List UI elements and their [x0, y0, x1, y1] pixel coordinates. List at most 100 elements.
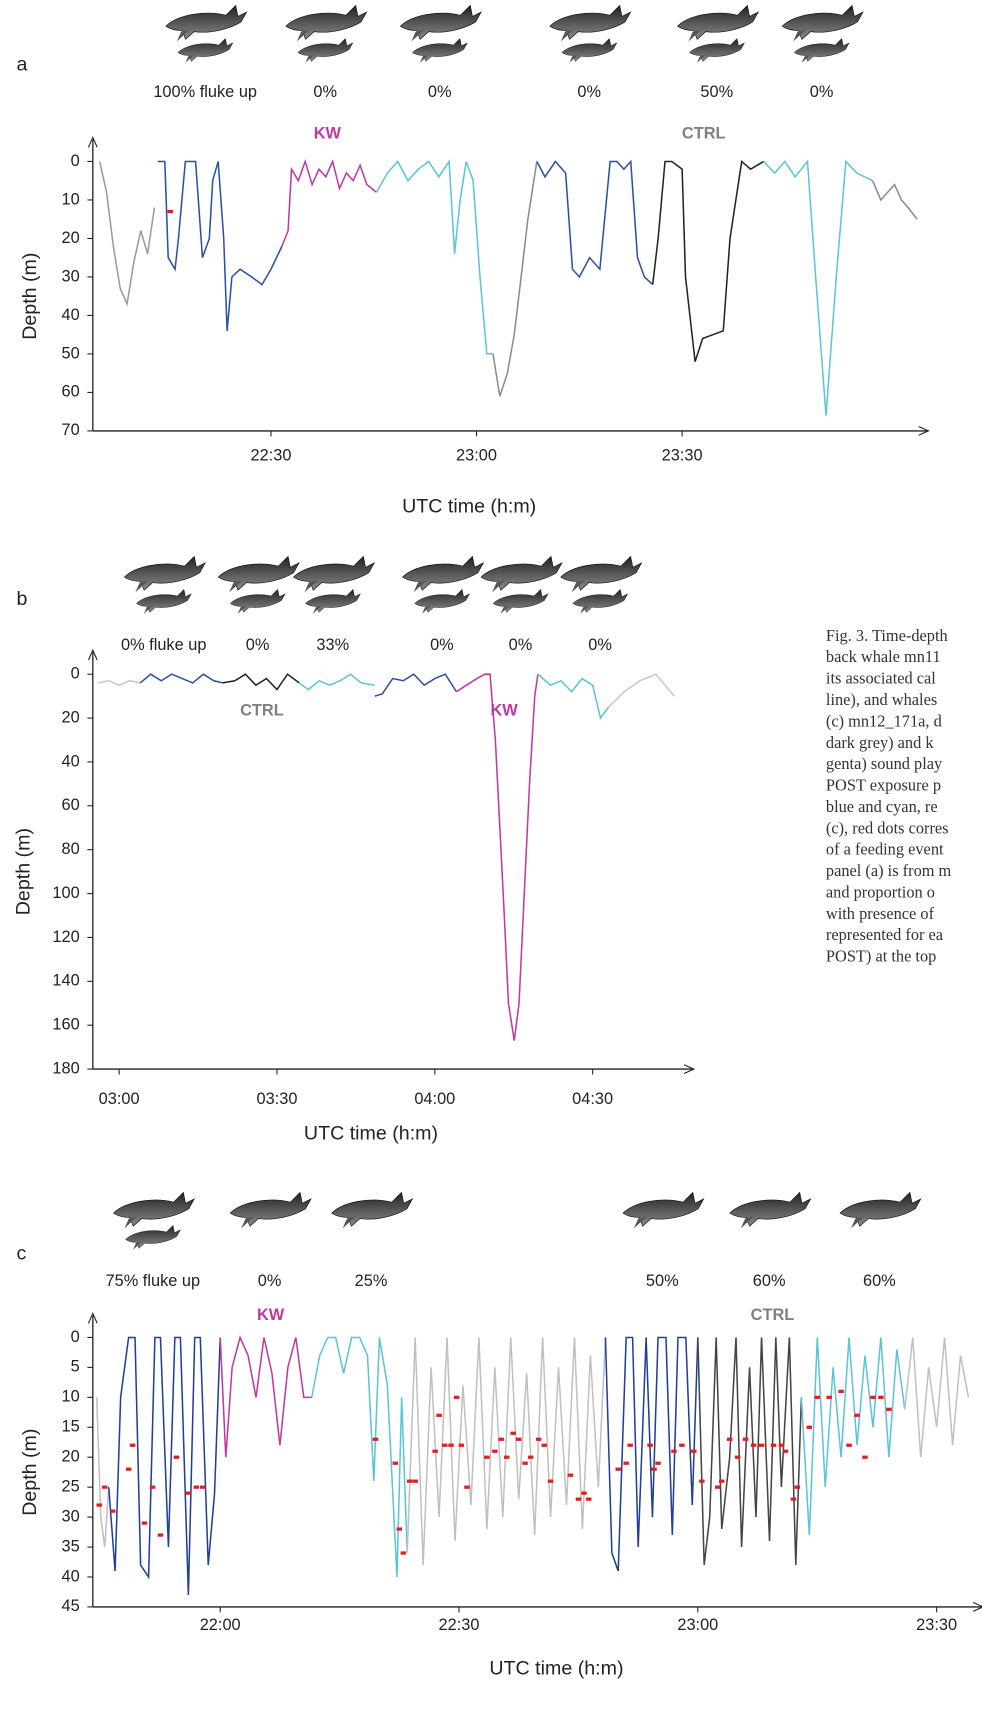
x-tick-label: 23:30	[916, 1616, 957, 1634]
y-tick-label: 10	[62, 1388, 80, 1406]
period-label: 100% fluke up	[153, 83, 257, 101]
feeding-event	[141, 1521, 148, 1525]
feeding-event	[458, 1443, 465, 1447]
panel-letter: b	[16, 588, 27, 610]
feeding-event	[504, 1455, 510, 1459]
depth-trace	[375, 159, 493, 355]
y-axis-label: Depth (m)	[19, 253, 41, 340]
feeding-event	[718, 1479, 725, 1483]
x-axis-label: UTC time (h:m)	[304, 1123, 438, 1145]
feeding-event	[125, 1467, 132, 1471]
x-axis-label: UTC time (h:m)	[402, 495, 536, 517]
x-tick-label: 22:30	[250, 446, 291, 464]
depth-trace	[697, 1337, 803, 1566]
feeding-event	[655, 1461, 661, 1465]
depth-trace	[763, 159, 873, 416]
depth-trace	[95, 1397, 110, 1548]
y-axis-label: Depth (m)	[12, 828, 34, 915]
depth-trace	[311, 1336, 408, 1578]
period-label: 60%	[863, 1272, 896, 1290]
feeding-event	[432, 1449, 438, 1453]
feeding-event	[742, 1437, 749, 1441]
period-label: 33%	[316, 636, 349, 654]
feeding-event	[515, 1437, 522, 1441]
feeding-event	[400, 1551, 407, 1555]
period-label: 0%	[246, 636, 270, 654]
y-tick-label: 80	[62, 840, 80, 858]
feeding-event	[814, 1395, 820, 1399]
period-label: 0%	[509, 636, 533, 654]
feeding-event	[778, 1443, 785, 1447]
depth-trace	[298, 673, 375, 691]
feeding-event	[535, 1437, 542, 1441]
period-label: 25%	[355, 1272, 388, 1290]
caption-line: genta) sound play	[826, 754, 943, 773]
depth-trace	[107, 1336, 221, 1595]
feeding-event	[448, 1443, 454, 1447]
depth-trace	[97, 679, 141, 687]
caption-line: POST) at the top	[826, 947, 936, 966]
feeding-event	[734, 1455, 741, 1459]
feeding-event	[838, 1389, 844, 1393]
feeding-event	[806, 1425, 813, 1429]
depth-trace	[157, 160, 283, 331]
feeding-event	[782, 1449, 789, 1453]
panel-letter: a	[16, 54, 27, 76]
feeding-event	[854, 1413, 860, 1417]
feeding-event	[185, 1491, 192, 1495]
feeding-event	[436, 1413, 442, 1417]
feeding-event	[726, 1437, 733, 1441]
period-label: 0%	[810, 83, 834, 101]
depth-trace	[537, 673, 610, 720]
y-axis-arrow	[87, 1312, 98, 1324]
feeding-event	[679, 1443, 685, 1447]
exposure-label: CTRL	[682, 125, 726, 143]
depth-trace	[281, 159, 377, 247]
caption-line: POST exposure p	[826, 776, 941, 795]
depth-trace	[455, 673, 539, 1041]
y-tick-label: 5	[71, 1358, 80, 1376]
exposure-label: KW	[490, 702, 518, 720]
period-label: 0%	[577, 83, 601, 101]
y-tick-label: 30	[62, 267, 80, 285]
exposure-label: KW	[314, 125, 342, 143]
y-tick-label: 100	[52, 884, 79, 902]
y-tick-label: 40	[62, 1567, 80, 1585]
exposure-label: CTRL	[240, 702, 284, 720]
y-tick-label: 0	[71, 665, 80, 683]
y-tick-label: 30	[62, 1507, 80, 1525]
feeding-event	[149, 1485, 156, 1489]
x-tick-label: 04:00	[414, 1090, 455, 1108]
depth-trace	[98, 161, 156, 307]
y-tick-label: 25	[62, 1477, 80, 1495]
caption-line: line), and whales	[826, 690, 937, 709]
feeding-event	[157, 1533, 164, 1537]
caption-line: (c) mn12_171a, d	[826, 711, 942, 730]
x-tick-label: 03:00	[99, 1090, 140, 1108]
x-axis-label: UTC time (h:m)	[489, 1657, 623, 1679]
y-tick-label: 140	[52, 972, 79, 990]
period-label: 60%	[753, 1272, 786, 1290]
feeding-event	[173, 1455, 180, 1459]
depth-trace	[139, 673, 223, 684]
period-label: 0%	[313, 83, 337, 101]
x-axis-arrow	[972, 1602, 982, 1612]
y-tick-label: 35	[62, 1537, 80, 1555]
caption-line: (c), red dots corres	[826, 818, 949, 837]
y-tick-label: 15	[62, 1418, 80, 1436]
y-tick-label: 40	[62, 306, 80, 324]
feeding-event	[794, 1485, 801, 1489]
depth-trace	[219, 1335, 312, 1458]
feeding-event	[102, 1485, 108, 1489]
caption-line: blue and cyan, re	[826, 797, 938, 816]
feeding-event	[547, 1479, 554, 1483]
feeding-event	[441, 1443, 448, 1447]
y-tick-label: 45	[62, 1597, 80, 1615]
panel-letter: c	[16, 1243, 26, 1265]
y-tick-label: 20	[62, 708, 80, 726]
x-tick-label: 03:30	[256, 1090, 297, 1108]
caption-line: its associated cal	[826, 669, 936, 688]
caption-line: represented for ea	[826, 925, 944, 944]
feeding-event	[826, 1395, 832, 1399]
feeding-event	[464, 1485, 470, 1489]
